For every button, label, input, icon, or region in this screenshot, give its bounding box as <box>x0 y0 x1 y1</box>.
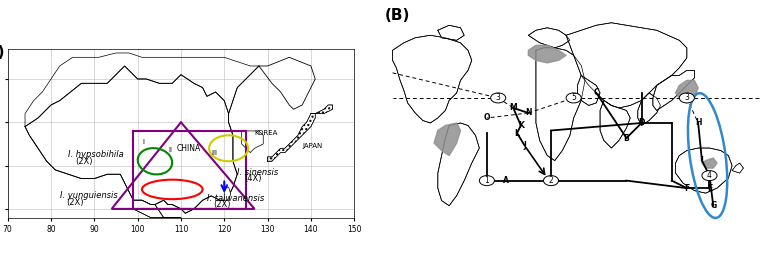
Text: G: G <box>710 201 716 210</box>
Polygon shape <box>600 100 630 148</box>
Text: (2X): (2X) <box>66 198 84 207</box>
Text: (2X): (2X) <box>213 200 231 209</box>
Text: E: E <box>707 184 712 193</box>
Text: L: L <box>514 128 520 138</box>
Text: (4X): (4X) <box>244 174 261 183</box>
Text: B: B <box>624 134 629 143</box>
Polygon shape <box>675 148 732 193</box>
Text: KOREA: KOREA <box>255 130 278 136</box>
Text: JAPAN: JAPAN <box>302 143 323 149</box>
Polygon shape <box>578 75 600 105</box>
Polygon shape <box>268 157 272 161</box>
Polygon shape <box>438 123 479 206</box>
Polygon shape <box>438 25 464 40</box>
Text: I: I <box>701 156 703 165</box>
Text: M: M <box>510 103 517 112</box>
Circle shape <box>479 176 494 186</box>
Text: II: II <box>168 147 172 153</box>
Circle shape <box>679 93 695 103</box>
Text: I. hypsobihila: I. hypsobihila <box>69 150 124 159</box>
Polygon shape <box>393 35 472 123</box>
Polygon shape <box>536 48 585 161</box>
Text: (2X): (2X) <box>75 157 92 166</box>
Polygon shape <box>242 131 263 153</box>
Bar <box>133 131 246 209</box>
Text: O: O <box>484 114 490 122</box>
Text: 2: 2 <box>549 176 554 185</box>
Text: 3: 3 <box>496 93 500 102</box>
Polygon shape <box>434 123 460 156</box>
Text: I. taiwanensis: I. taiwanensis <box>207 194 264 203</box>
Text: A: A <box>503 176 509 185</box>
Polygon shape <box>133 200 181 218</box>
Text: 4: 4 <box>707 171 712 180</box>
Polygon shape <box>702 158 717 168</box>
Polygon shape <box>675 80 698 103</box>
Text: C: C <box>594 88 599 97</box>
Circle shape <box>544 176 558 186</box>
Polygon shape <box>638 93 661 126</box>
Text: D: D <box>638 118 644 127</box>
Text: H: H <box>695 118 701 127</box>
Text: (B): (B) <box>385 8 410 23</box>
Text: 1: 1 <box>484 176 489 185</box>
Circle shape <box>490 93 506 103</box>
Text: (A): (A) <box>0 45 5 60</box>
Text: N: N <box>525 109 531 117</box>
Polygon shape <box>528 28 570 48</box>
Text: I. sinensis: I. sinensis <box>237 168 279 177</box>
Polygon shape <box>25 66 237 213</box>
Polygon shape <box>229 57 315 114</box>
Circle shape <box>566 93 581 103</box>
Polygon shape <box>566 23 687 108</box>
Text: F: F <box>685 184 689 193</box>
Polygon shape <box>224 187 231 200</box>
Text: 3: 3 <box>685 93 689 102</box>
Text: CHINA: CHINA <box>176 144 201 153</box>
Text: I: I <box>142 139 144 145</box>
Polygon shape <box>268 114 315 161</box>
Text: K: K <box>518 121 524 130</box>
Text: 5: 5 <box>571 93 576 102</box>
Text: I. yunguiensis: I. yunguiensis <box>59 191 117 200</box>
Polygon shape <box>25 53 259 127</box>
Text: J: J <box>523 141 526 150</box>
Polygon shape <box>732 163 743 173</box>
Polygon shape <box>311 105 333 114</box>
Polygon shape <box>528 45 566 63</box>
Polygon shape <box>653 70 695 110</box>
Text: III: III <box>211 150 217 156</box>
Circle shape <box>702 171 717 181</box>
